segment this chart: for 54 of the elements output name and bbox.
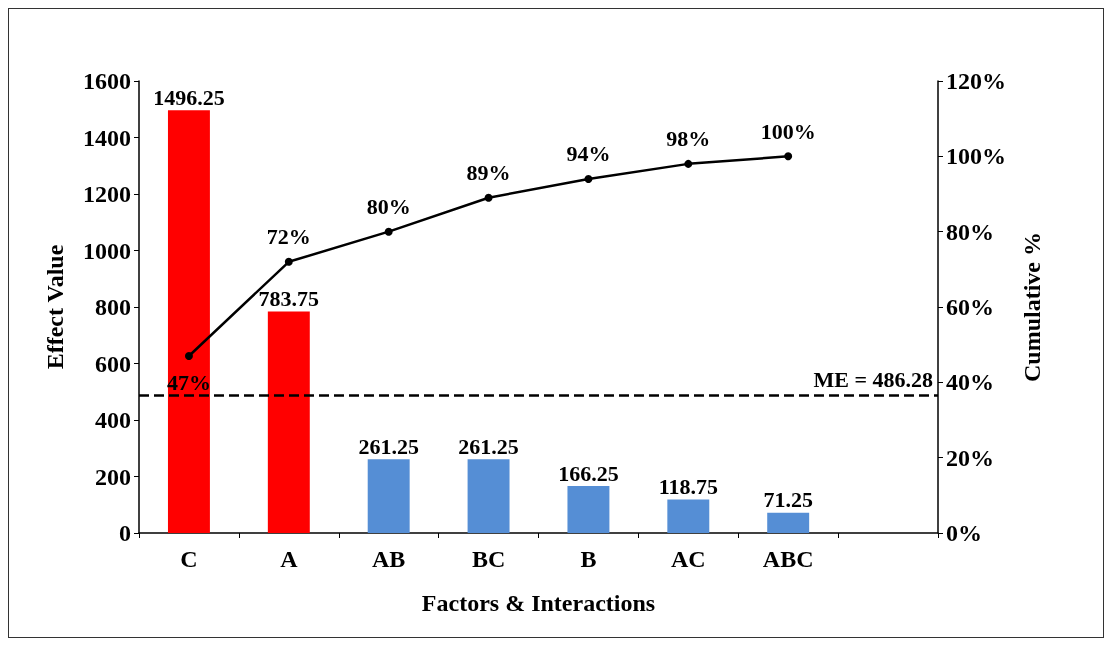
point <box>384 227 393 236</box>
bar <box>367 459 410 533</box>
y2-tick-label: 40% <box>946 369 994 396</box>
bar <box>167 110 210 533</box>
y-tick-label: 600 <box>95 350 131 377</box>
data-label: 94% <box>566 141 611 167</box>
x-tick-label: AC <box>670 546 706 572</box>
y-tick-label: 0 <box>119 520 131 546</box>
y-tick-label: 200 <box>95 463 131 490</box>
point <box>784 152 793 161</box>
y-tick-label: 1000 <box>83 237 131 264</box>
y-tick-label: 400 <box>95 407 131 433</box>
x-tick-label: ABC <box>762 546 814 572</box>
y2-tick-label: 0% <box>946 520 982 546</box>
point <box>684 159 693 168</box>
data-label: 72% <box>266 224 311 250</box>
x-tick-label: BC <box>471 546 506 572</box>
x-tick-label: B <box>580 546 597 572</box>
x-tick-label: AB <box>372 546 406 572</box>
point <box>184 351 193 360</box>
bar <box>667 499 710 533</box>
bar <box>567 486 610 533</box>
y2-tick-label: 120% <box>946 68 1006 94</box>
bar <box>267 311 310 533</box>
data-label: 261.25 <box>358 433 419 459</box>
bar <box>767 512 810 533</box>
y-tick-label: 1400 <box>83 124 131 151</box>
data-label: 71.25 <box>763 487 813 513</box>
y-tick-label: 1600 <box>83 68 131 94</box>
ref-line-label: ME = 486.28 <box>813 367 933 393</box>
data-label: 80% <box>366 194 411 220</box>
data-label: 100% <box>760 118 816 144</box>
x-tick-label: A <box>280 546 299 572</box>
y-tick-label: 1200 <box>83 181 131 207</box>
y2-tick-label: 100% <box>946 143 1006 170</box>
point <box>584 174 593 183</box>
data-label: 98% <box>666 126 711 152</box>
x-tick-label: C <box>180 546 198 572</box>
y2-tick-label: 60% <box>946 294 994 320</box>
x-axis-title: Factors & Interactions <box>421 590 656 616</box>
y-axis-title: Effect Value <box>42 244 68 370</box>
data-label: 261.25 <box>458 433 519 459</box>
data-label: 89% <box>466 160 511 186</box>
bar <box>467 459 510 533</box>
y-tick-label: 800 <box>95 294 131 320</box>
point <box>284 257 293 266</box>
point <box>484 193 493 202</box>
data-label: 783.75 <box>258 286 320 312</box>
y2-tick-label: 20% <box>946 444 994 471</box>
data-label: 166.25 <box>558 460 619 486</box>
y2-axis-title: Cumulative % <box>1019 232 1045 382</box>
y2-tick-label: 80% <box>946 218 994 245</box>
data-label: 118.75 <box>658 473 718 499</box>
data-label: 1496.25 <box>153 84 225 110</box>
